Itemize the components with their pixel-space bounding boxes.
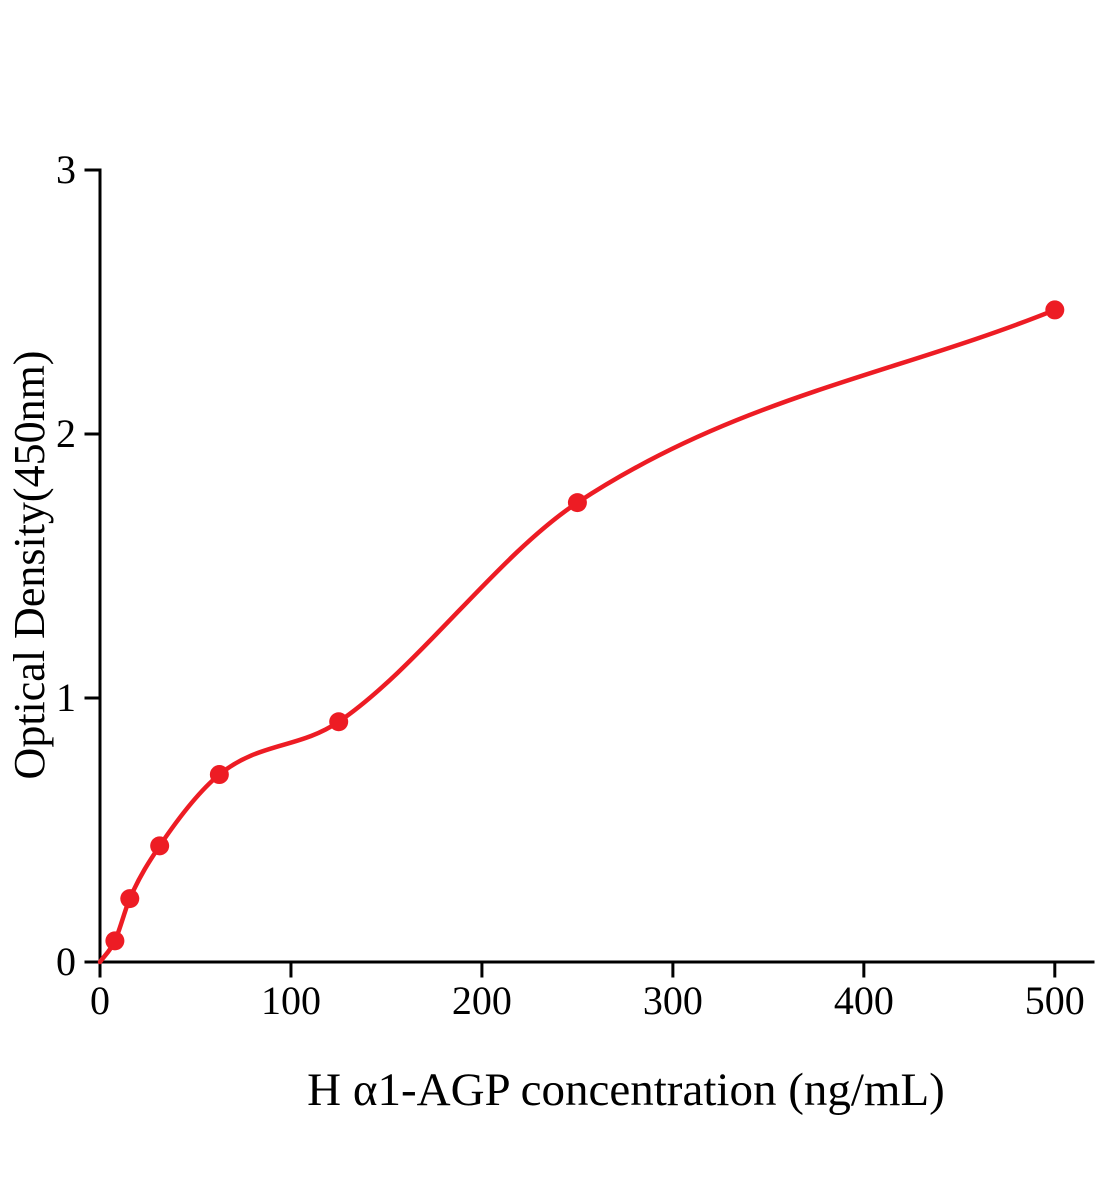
y-tick-label: 3: [56, 147, 76, 192]
axes: [98, 168, 1095, 964]
x-tick-label: 100: [261, 978, 321, 1023]
data-point: [105, 931, 125, 951]
data-point: [329, 712, 349, 732]
x-tick-label: 400: [834, 978, 894, 1023]
data-point: [567, 493, 587, 513]
x-axis-title: H α1-AGP concentration (ng/mL): [307, 1064, 945, 1116]
data-point: [150, 836, 170, 856]
data-point: [120, 889, 140, 909]
data-point: [1045, 300, 1065, 320]
x-tick-label: 300: [643, 978, 703, 1023]
x-tick-label: 200: [452, 978, 512, 1023]
axis-ticks: [84, 168, 1057, 978]
y-tick-label: 2: [56, 411, 76, 456]
y-axis-title: Optical Density(450nm): [5, 351, 54, 780]
x-tick-label: 0: [90, 978, 110, 1023]
data-point: [209, 765, 229, 785]
standard-curve-line: [97, 307, 1058, 965]
y-tick-label: 0: [56, 939, 76, 984]
y-tick-label: 1: [56, 675, 76, 720]
data-points: [105, 300, 1065, 951]
tick-labels: 0 100 200 300 400 500 0 1 2 3: [56, 147, 1085, 1023]
x-tick-label: 500: [1025, 978, 1085, 1023]
fit-curve: [97, 307, 1058, 965]
